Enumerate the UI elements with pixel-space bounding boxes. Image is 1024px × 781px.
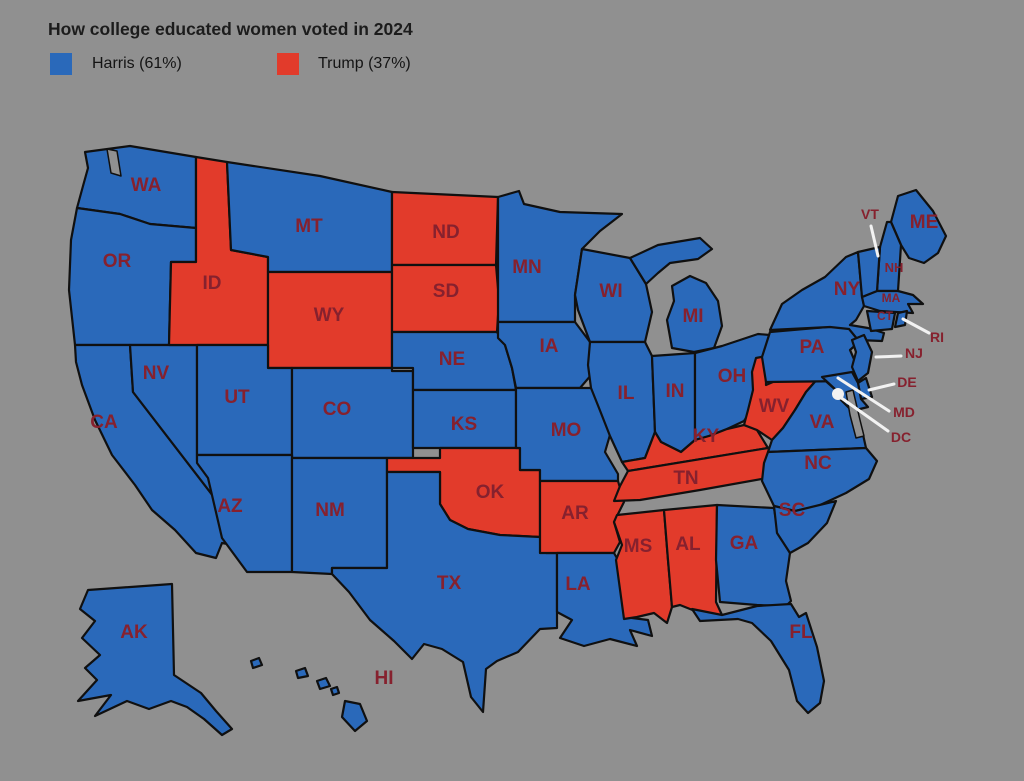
state-label-AR: AR: [561, 503, 589, 524]
legend-item-harris: Harris (61%): [50, 53, 270, 75]
state-label-MA: MA: [882, 291, 901, 305]
state-label-GA: GA: [730, 533, 759, 554]
state-label-WV: WV: [759, 396, 790, 417]
state-AK: [76, 582, 234, 737]
state-label-MI: MI: [682, 306, 703, 327]
state-label-SC: SC: [779, 500, 806, 521]
state-label-AK: AK: [120, 622, 148, 643]
state-TX: [330, 470, 559, 714]
state-MS: [612, 508, 674, 625]
state-label-NH: NH: [885, 260, 904, 275]
state-CT: [865, 309, 897, 333]
state-label-NV: NV: [143, 363, 170, 384]
state-label-WA: WA: [131, 175, 162, 196]
state-ME: [889, 188, 948, 265]
callout-label-NJ: NJ: [905, 345, 923, 361]
state-label-PA: PA: [800, 337, 825, 358]
state-SC: [772, 499, 838, 555]
state-label-FL: FL: [789, 622, 813, 643]
state-label-NC: NC: [804, 453, 832, 474]
state-AL: [662, 503, 724, 619]
harris-legend-label: Harris (61%): [92, 55, 182, 72]
state-label-MO: MO: [551, 420, 582, 441]
state-label-IA: IA: [540, 336, 559, 357]
leader-line-DC: [838, 395, 890, 433]
leader-line-MD: [836, 376, 891, 413]
state-RI: [893, 309, 909, 329]
leader-line-VT: [869, 224, 880, 258]
callout-label-RI: RI: [930, 329, 944, 345]
state-label-HI: HI: [375, 668, 394, 689]
state-HI: [249, 656, 264, 670]
callout-label-DE: DE: [897, 374, 916, 390]
state-label-TX: TX: [437, 573, 462, 594]
state-label-WI: WI: [599, 281, 622, 302]
legend-item-trump: Trump (37%): [277, 53, 477, 75]
leader-line-DE: [867, 382, 896, 392]
water-inlet: [845, 389, 865, 439]
trump-color-swatch: [277, 53, 299, 75]
trump-legend-label: Trump (37%): [318, 55, 411, 72]
state-label-OH: OH: [718, 366, 747, 387]
state-label-LA: LA: [565, 574, 591, 595]
state-label-NM: NM: [315, 500, 345, 521]
state-label-ND: ND: [432, 222, 459, 243]
callout-label-DC: DC: [891, 429, 911, 445]
state-NY: [768, 250, 886, 343]
state-label-UT: UT: [224, 387, 250, 408]
state-label-KY: KY: [693, 426, 720, 447]
state-label-MT: MT: [295, 216, 323, 237]
callouts-layer: [832, 224, 931, 433]
state-HI: [329, 685, 341, 697]
water-inlet: [106, 148, 122, 177]
state-label-IN: IN: [666, 381, 685, 402]
harris-color-swatch: [50, 53, 72, 75]
state-label-AL: AL: [675, 534, 701, 555]
state-HI: [294, 666, 310, 680]
dc-marker-dot: [832, 388, 844, 400]
water-layer: [106, 148, 865, 439]
state-label-ME: ME: [910, 212, 939, 233]
state-label-KS: KS: [451, 414, 477, 435]
state-label-IL: IL: [618, 383, 635, 404]
state-FL: [690, 602, 826, 715]
state-label-NY: NY: [834, 279, 861, 300]
state-label-ID: ID: [203, 273, 222, 294]
state-NJ: [850, 333, 874, 383]
leader-line-NJ: [874, 354, 903, 359]
page-title: How college educated women voted in 2024: [48, 19, 413, 39]
labels-layer: WA OR CA NV ID MT WY UT CO AZ NM ND SD NE KS OK TX MN IA MO…: [90, 175, 944, 689]
state-label-MS: MS: [624, 536, 653, 557]
state-VT: [856, 245, 882, 299]
state-MA: [860, 289, 925, 315]
state-label-CA: CA: [90, 412, 118, 433]
state-label-CT: CT: [877, 309, 894, 323]
state-label-TN: TN: [673, 468, 698, 489]
state-label-VA: VA: [810, 412, 835, 433]
state-MI: [628, 236, 714, 286]
callout-label-MD: MD: [893, 404, 915, 420]
state-label-OK: OK: [476, 482, 505, 503]
callout-label-VT: VT: [861, 206, 879, 222]
leader-line-RI: [901, 317, 931, 335]
state-CO: [290, 366, 415, 460]
state-label-MN: MN: [512, 257, 542, 278]
state-HI: [340, 699, 369, 733]
state-label-WY: WY: [314, 305, 345, 326]
state-HI: [315, 676, 332, 691]
state-label-AZ: AZ: [217, 496, 243, 517]
state-label-SD: SD: [433, 281, 459, 302]
states-layer: [67, 144, 948, 737]
state-label-OR: OR: [103, 251, 132, 272]
state-label-CO: CO: [323, 399, 352, 420]
state-label-NE: NE: [439, 349, 465, 370]
